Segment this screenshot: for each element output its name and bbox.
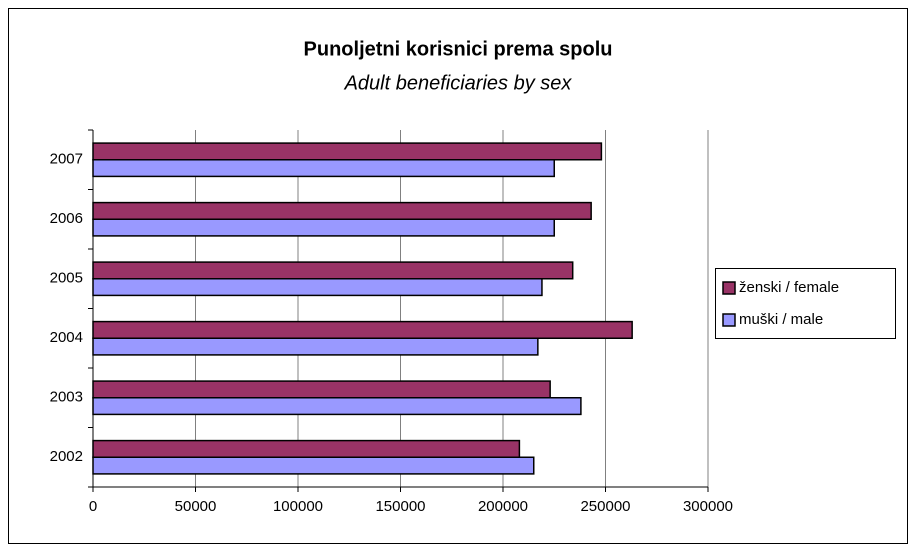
legend-label: muški / male (739, 311, 823, 328)
bar (92, 278, 543, 297)
y-tick-label: 2005 (50, 270, 83, 287)
legend-label: ženski / female (739, 279, 839, 296)
bar (92, 397, 582, 416)
bar (92, 380, 551, 399)
y-tick-label: 2007 (50, 151, 83, 168)
bar (92, 201, 592, 220)
chart-subtitle: Adult beneficiaries by sex (344, 72, 573, 94)
y-tick-label: 2002 (50, 448, 83, 465)
x-tick-label: 0 (89, 498, 97, 515)
x-tick-label: 100000 (273, 498, 323, 515)
legend-swatch (722, 313, 736, 327)
x-tick-label: 200000 (478, 498, 528, 515)
chart-title: Punoljetni korisnici prema spolu (304, 38, 613, 60)
bar (92, 218, 555, 237)
bar (92, 142, 603, 161)
bar (92, 159, 555, 178)
x-tick-label: 300000 (683, 498, 733, 515)
y-tick-label: 2006 (50, 210, 83, 227)
bar (92, 439, 521, 458)
bar (92, 456, 535, 475)
y-tick-label: 2003 (50, 389, 83, 406)
bar (92, 337, 539, 356)
bar (92, 261, 574, 280)
legend-swatch (722, 281, 736, 295)
legend-box (715, 268, 896, 339)
y-tick-label: 2004 (50, 329, 83, 346)
bar (92, 320, 633, 339)
x-tick-label: 250000 (580, 498, 630, 515)
x-tick-label: 150000 (375, 498, 425, 515)
x-tick-label: 50000 (175, 498, 217, 515)
